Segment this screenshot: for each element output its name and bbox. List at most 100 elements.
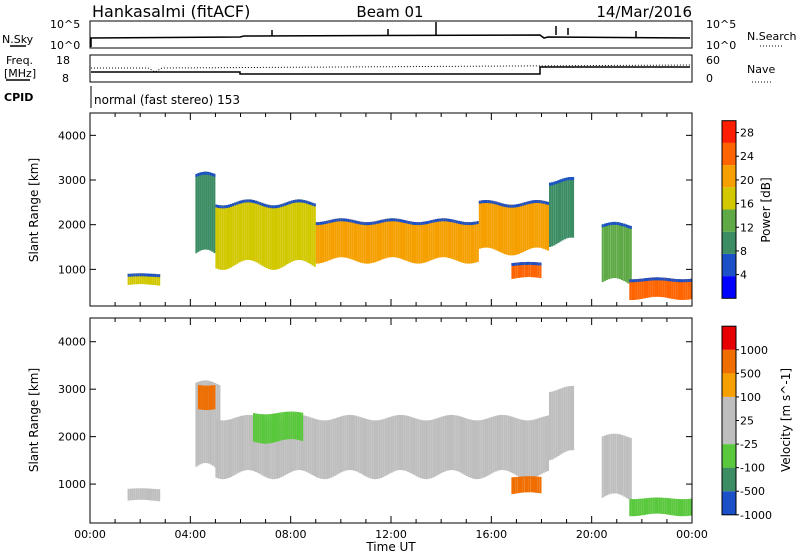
echo-cell	[265, 419, 268, 478]
echo-cell	[384, 418, 387, 476]
echo-cell	[484, 419, 487, 477]
velocity-echoes	[127, 380, 692, 517]
echo-edge-cell	[476, 221, 479, 225]
echo-cell	[459, 416, 462, 473]
echo-cell	[516, 204, 519, 255]
echo-cell	[540, 417, 543, 474]
echo-cell	[150, 488, 152, 501]
echo-cell	[489, 200, 492, 249]
echo-cell	[246, 199, 249, 260]
velocity-colorbar-label: Velocity [m s^-1]	[779, 368, 793, 472]
echo-edge-cell	[530, 262, 533, 265]
echo-cell	[517, 262, 520, 278]
echo-cell	[211, 385, 214, 410]
echo-cell	[432, 419, 435, 478]
echo-edge-cell	[482, 200, 485, 204]
echo-edge-cell	[606, 223, 609, 226]
colorbar-segment	[722, 420, 736, 445]
echo-cell	[141, 273, 144, 285]
echo-edge-cell	[538, 200, 541, 204]
echo-cell	[257, 413, 260, 443]
echo-cell	[537, 262, 540, 278]
nave-tick-bottom: 0	[706, 72, 713, 85]
echo-cell	[662, 497, 665, 514]
echo-cell	[629, 437, 632, 501]
echo-edge-cell	[540, 200, 543, 204]
echo-cell	[426, 420, 429, 480]
echo-cell	[225, 420, 228, 479]
echo-edge-cell	[246, 199, 249, 203]
echo-cell	[460, 221, 463, 263]
echo-edge-cell	[528, 261, 531, 265]
echo-cell	[612, 221, 615, 279]
echo-cell	[234, 417, 237, 475]
echo-cell	[559, 179, 562, 242]
echo-edge-cell	[629, 225, 632, 229]
echo-cell	[669, 498, 672, 515]
echo-cell	[351, 219, 354, 260]
echo-cell	[511, 204, 514, 256]
echo-cell	[563, 178, 566, 240]
y-tick-label: 2000	[58, 219, 86, 232]
echo-cell	[478, 200, 481, 249]
echo-cell	[257, 416, 260, 473]
echo-edge-cell	[524, 202, 527, 206]
echo-edge-cell	[158, 274, 161, 278]
echo-cell	[677, 279, 680, 300]
echo-edge-cell	[232, 203, 235, 207]
echo-edge-cell	[225, 205, 228, 208]
echo-cell	[267, 419, 270, 479]
colorbar-tick-label: 100	[740, 391, 761, 404]
echo-cell	[388, 417, 391, 474]
echo-edge-cell	[563, 178, 566, 182]
echo-cell	[405, 415, 408, 471]
echo-cell	[365, 222, 368, 264]
echo-cell	[610, 222, 613, 279]
colorbar-tick-label: 8	[740, 245, 747, 258]
echo-cell	[369, 420, 372, 479]
echo-edge-cell	[430, 220, 433, 223]
echo-edge-cell	[439, 218, 442, 222]
echo-edge-cell	[296, 199, 299, 203]
echo-cell	[253, 413, 256, 442]
echo-cell	[267, 204, 270, 269]
echo-cell	[623, 223, 626, 282]
echo-cell	[656, 497, 659, 514]
echo-edge-cell	[539, 262, 542, 266]
echo-cell	[399, 219, 402, 259]
echo-cell	[129, 488, 132, 501]
colorbar-tick-label: 28	[740, 127, 754, 140]
echo-cell	[236, 417, 239, 474]
echo-cell	[621, 223, 624, 281]
echo-edge-cell	[497, 202, 500, 206]
echo-cell	[259, 414, 262, 444]
echo-cell	[215, 204, 218, 269]
echo-edge-cell	[610, 222, 613, 226]
echo-cell	[542, 200, 545, 249]
echo-cell	[601, 224, 604, 283]
echo-cell	[288, 416, 291, 473]
echo-cell	[371, 420, 374, 479]
echo-edge-cell	[522, 262, 525, 266]
echo-edge-cell	[505, 204, 508, 208]
echo-cell	[469, 419, 472, 478]
echo-cell	[273, 413, 276, 443]
echo-edge-cell	[618, 222, 621, 226]
echo-edge-cell	[195, 173, 198, 177]
echo-edge-cell	[299, 199, 302, 203]
echo-cell	[315, 419, 318, 478]
echo-cell	[250, 415, 253, 471]
echo-edge-cell	[520, 262, 523, 266]
echo-cell	[464, 222, 467, 264]
echo-cell	[565, 177, 568, 239]
echo-edge-cell	[380, 219, 383, 223]
echo-cell	[152, 273, 155, 285]
echo-cell	[273, 205, 276, 270]
echo-cell	[451, 219, 454, 260]
echo-edge-cell	[544, 201, 547, 205]
echo-edge-cell	[219, 205, 222, 209]
echo-cell	[346, 415, 349, 471]
echo-cell	[313, 203, 316, 267]
echo-cell	[612, 433, 615, 494]
echo-edge-cell	[263, 203, 266, 207]
